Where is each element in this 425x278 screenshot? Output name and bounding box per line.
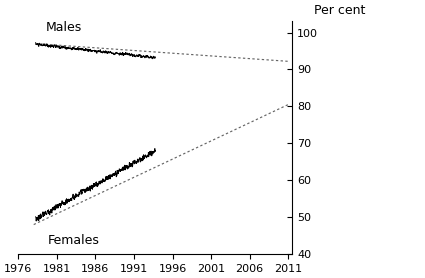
Text: Males: Males xyxy=(45,21,82,34)
Text: Females: Females xyxy=(48,234,99,247)
Text: Per cent: Per cent xyxy=(314,4,366,17)
